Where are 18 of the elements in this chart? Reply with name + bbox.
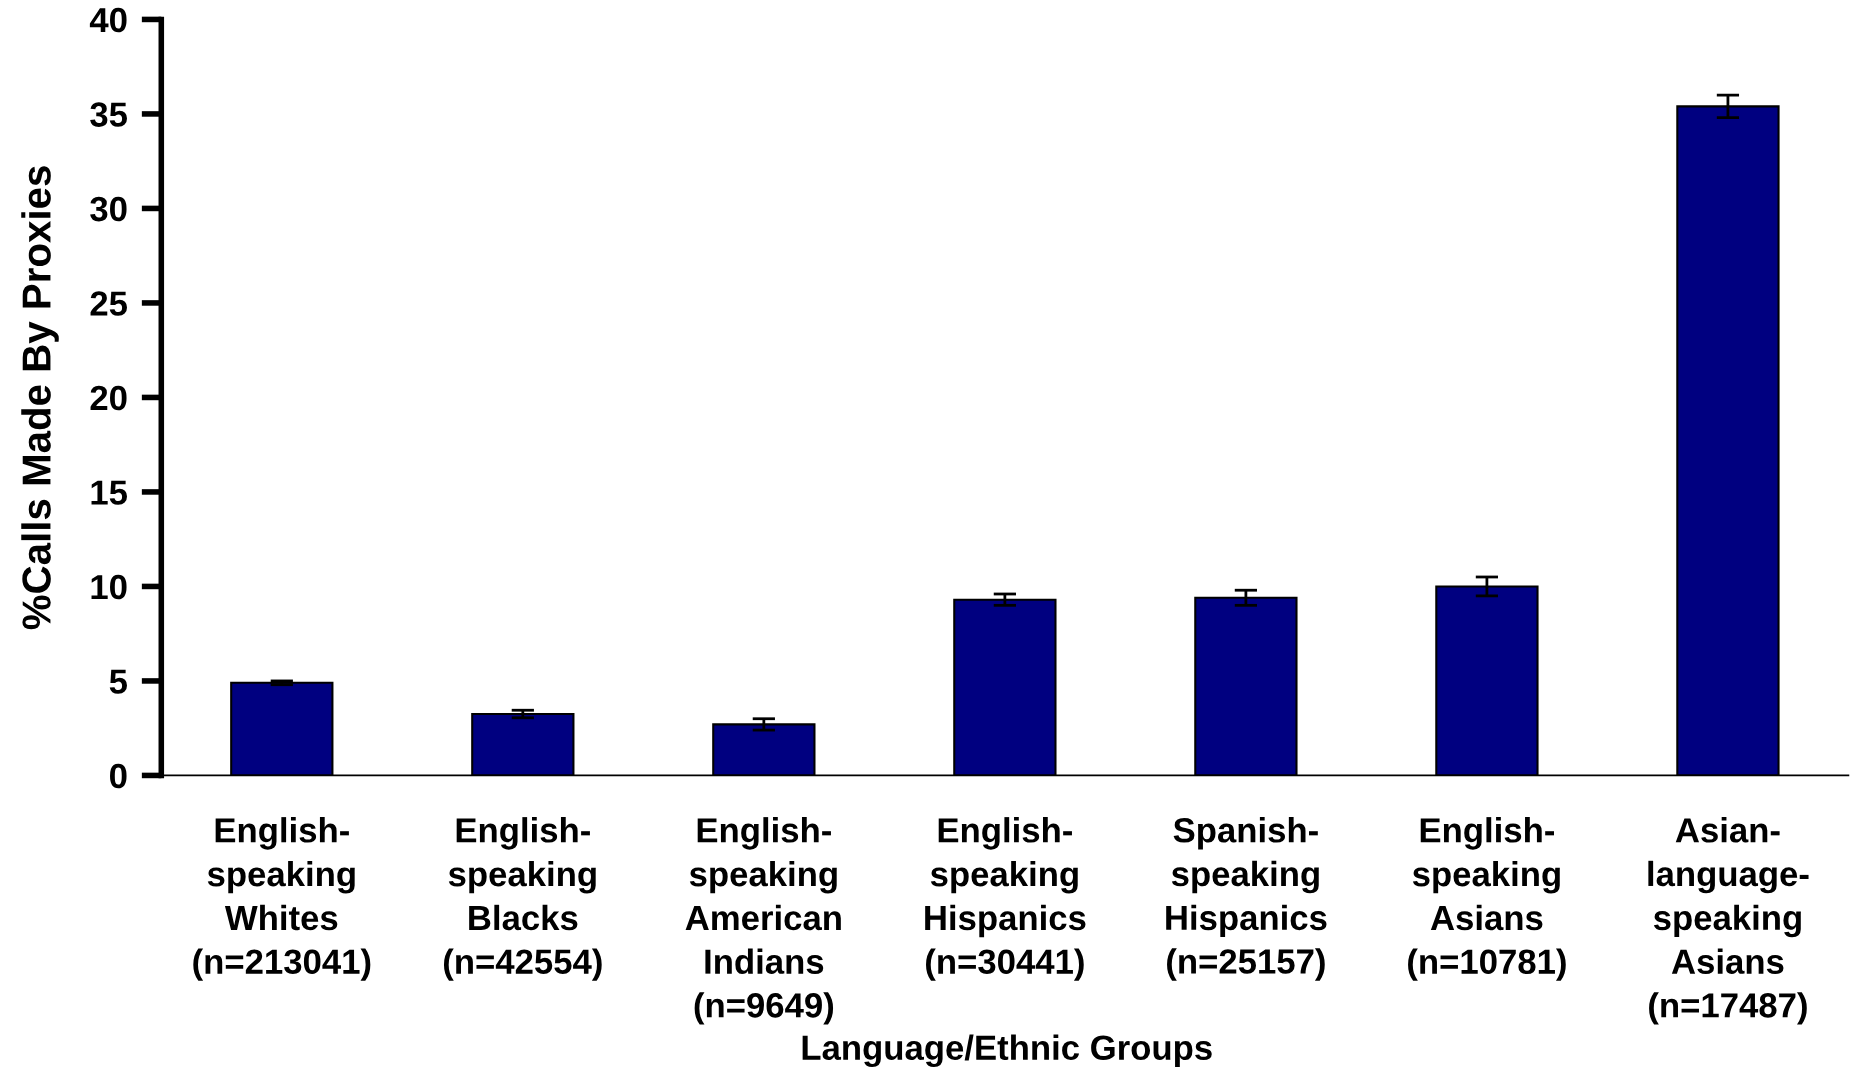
- x-axis-title: Language/Ethnic Groups: [802, 1034, 1212, 1068]
- y-tick-label: 25: [90, 291, 127, 316]
- y-tick-label: 10: [91, 574, 127, 600]
- y-tick-label: 30: [90, 196, 127, 222]
- y-tick-label: 0: [110, 763, 127, 789]
- x-tick-label: English- speaking Hispanics (n=30441): [925, 817, 1086, 981]
- y-tick-label: 40: [89, 7, 127, 33]
- x-tick-label: Spanish- speaking Hispanics (n=25157): [1166, 817, 1327, 981]
- x-tick-label: English- speaking Blacks (n=42554): [443, 817, 602, 981]
- x-tick-label: English- speaking Whites (n=213041): [193, 817, 371, 981]
- x-tick-label: English- speaking Asians (n=10781): [1408, 817, 1566, 981]
- y-tick-label: 5: [109, 669, 127, 694]
- y-tick-label: 15: [91, 480, 127, 505]
- y-tick-label: 20: [90, 385, 127, 411]
- x-tick-label: English- speaking American Indians (n=9649): [685, 817, 841, 1025]
- y-tick-label: 35: [90, 102, 127, 127]
- y-axis-title: %Calls Made By Proxies: [21, 166, 59, 630]
- x-tick-label: Asian- language- speaking Asians (n=17487): [1648, 817, 1809, 1025]
